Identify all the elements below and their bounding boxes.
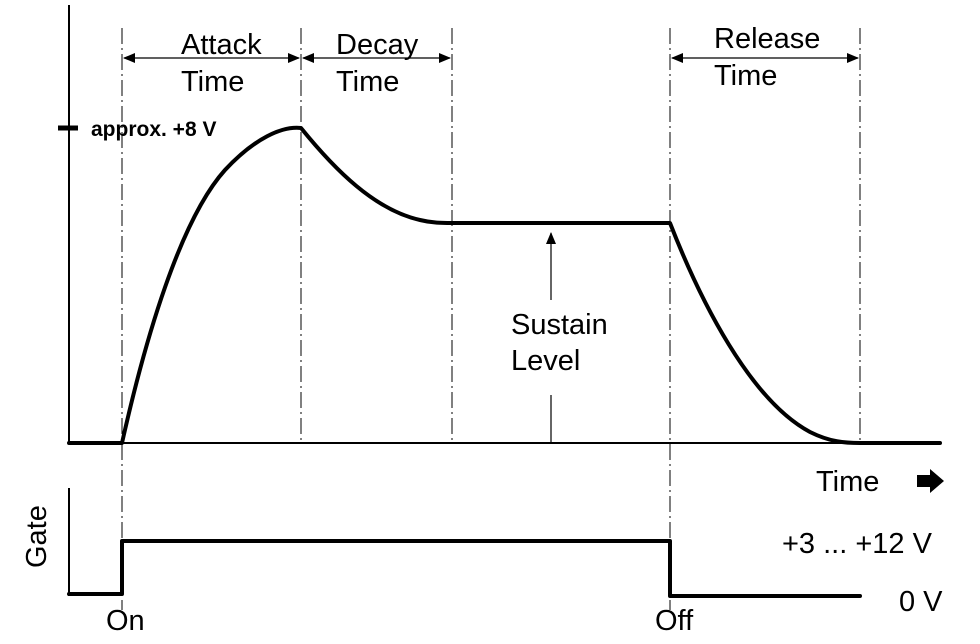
- envelope-curve: [67, 125, 942, 445]
- attack-label-line1: Attack: [181, 29, 262, 61]
- release-label-line2: Time: [714, 60, 777, 92]
- gate-off-label: Off: [655, 605, 694, 637]
- peak-voltage-label: approx. +8 V: [91, 118, 216, 141]
- decay-label-line1: Decay: [336, 29, 419, 61]
- gate-on-label: On: [106, 605, 145, 637]
- gate-signal: [67, 539, 862, 598]
- gate-axis-label: Gate: [21, 505, 53, 568]
- sustain-label-line1: Sustain: [511, 309, 608, 341]
- decay-label-line2: Time: [336, 66, 399, 98]
- sustain-label-line2: Level: [511, 345, 580, 377]
- gate-high-voltage-label: +3 ... +12 V: [782, 528, 933, 560]
- release-label-line1: Release: [714, 23, 820, 55]
- attack-label-line2: Time: [181, 66, 244, 98]
- time-axis-label: Time: [816, 466, 879, 498]
- gate-low-voltage-label: 0 V: [899, 586, 943, 618]
- time-axis-arrow-icon: [917, 469, 944, 493]
